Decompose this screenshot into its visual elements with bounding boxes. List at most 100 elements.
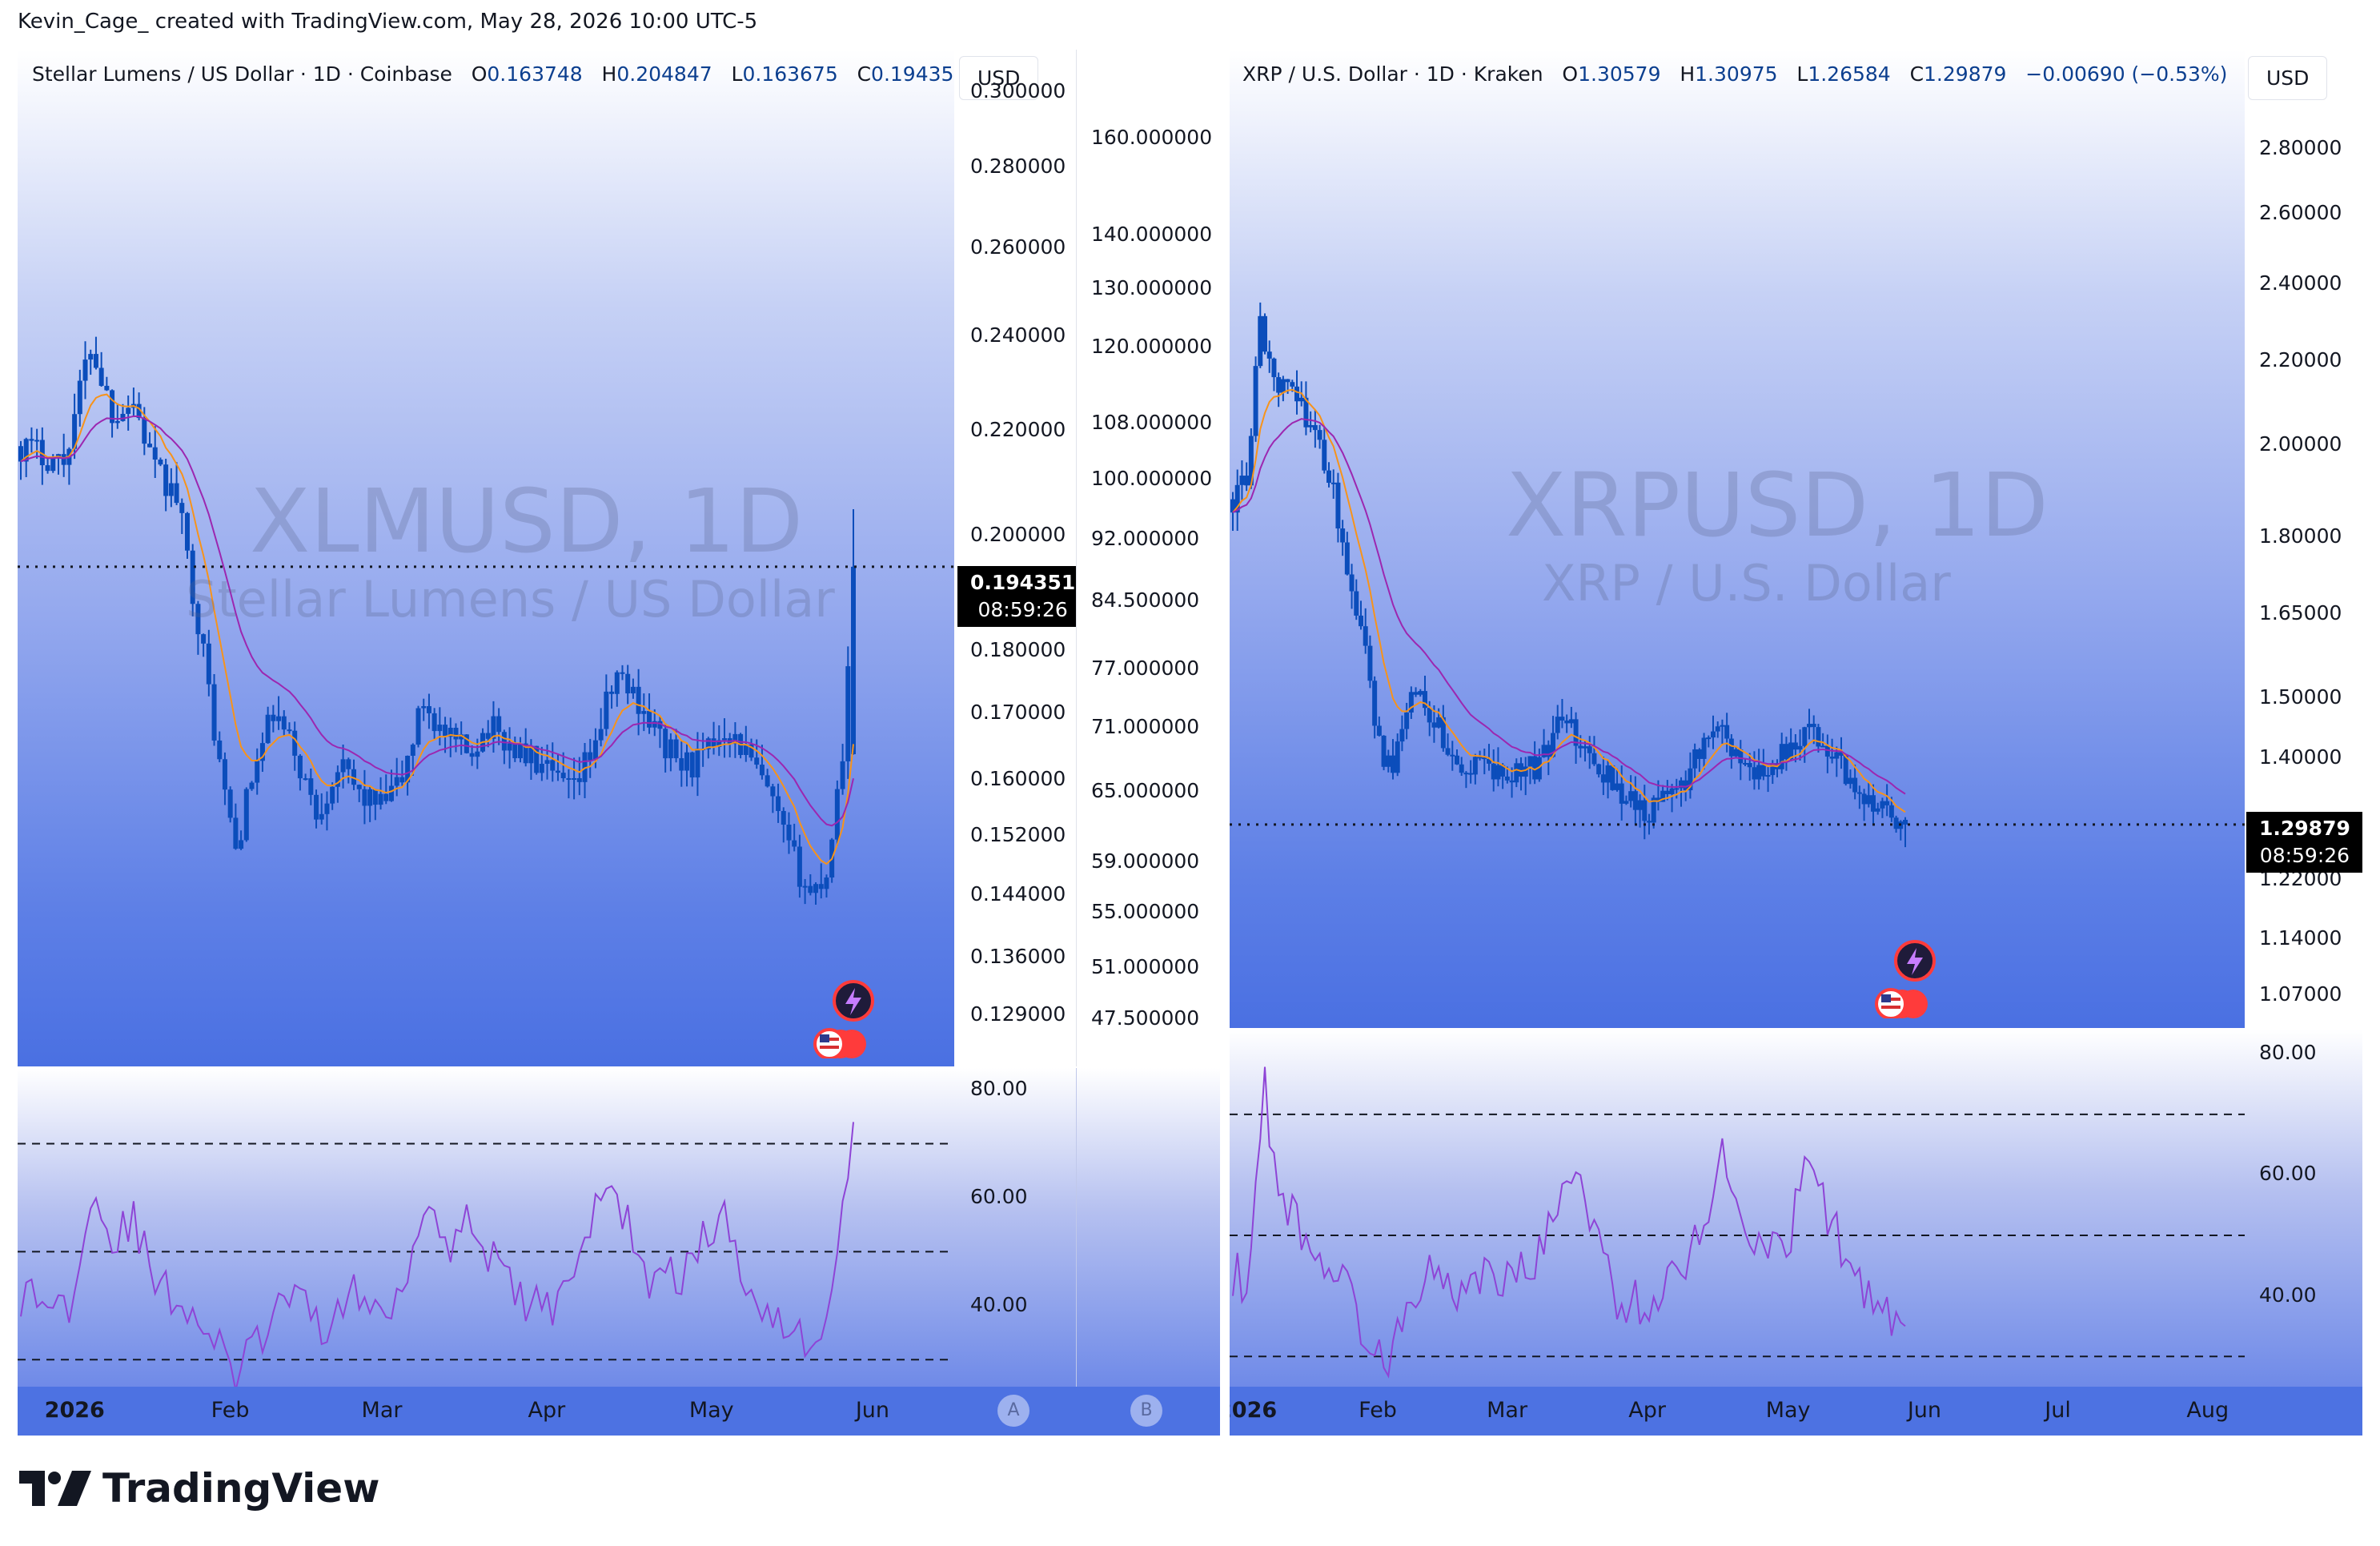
right-last-price-tag: 1.29879 08:59:26: [2246, 812, 2362, 873]
left-price-label-b: 59.000000: [1091, 849, 1200, 873]
left-rsi-plot[interactable]: [18, 1068, 954, 1387]
right-price-label: 2.80000: [2259, 135, 2342, 159]
candle-body: [834, 789, 840, 840]
candle-body: [367, 789, 373, 806]
left-rsi-scale[interactable]: 80.00 60.00 40.00: [954, 1068, 1076, 1387]
left-currency-button[interactable]: USD: [959, 56, 1039, 100]
candle-body: [259, 743, 265, 761]
candle-body: [684, 752, 689, 771]
candle-body: [1271, 358, 1277, 378]
scale-b-button[interactable]: B: [1130, 1395, 1162, 1427]
candle-body: [1619, 783, 1624, 804]
candle-body: [399, 777, 405, 783]
candle-body: [1568, 719, 1574, 724]
candle-body: [1349, 574, 1355, 592]
tradingview-logo[interactable]: TradingView: [19, 1465, 379, 1512]
candle-body: [233, 817, 239, 849]
candle-body: [1253, 366, 1258, 436]
lightning-event-icon[interactable]: [1870, 938, 1958, 1020]
candle-body: [287, 729, 292, 732]
right-legend-change: −0.00690 (−0.53%): [2025, 62, 2228, 86]
candle-body: [448, 728, 453, 737]
tradingview-logo-text: TradingView: [102, 1465, 380, 1512]
right-event-icons[interactable]: [1870, 938, 1958, 1022]
candle-body: [1495, 765, 1501, 780]
left-price-scale-a[interactable]: USD 0.300000 0.280000 0.260000 0.240000 0.22…: [954, 50, 1089, 1066]
candle-body: [314, 794, 319, 820]
left-price-label: 0.152000: [970, 822, 1066, 846]
candle-body: [431, 713, 437, 732]
right-rsi-pane[interactable]: [1230, 1030, 2245, 1387]
candle-body: [1376, 725, 1382, 736]
candle-body: [802, 885, 808, 888]
candle-body: [179, 503, 185, 513]
candle-body: [566, 777, 572, 780]
candle-body: [1504, 776, 1510, 781]
candle-body: [560, 773, 566, 778]
candle-body: [1843, 755, 1848, 785]
right-currency-button[interactable]: USD: [2248, 56, 2328, 100]
candle-body: [110, 390, 115, 424]
candle-body: [1679, 780, 1684, 789]
candle-body: [1656, 797, 1661, 802]
left-price-label: 0.280000: [970, 154, 1066, 178]
candle-body: [292, 730, 298, 756]
right-watermark-symbol: XRPUSD, 1D: [1506, 454, 2049, 556]
right-price-label: 1.40000: [2259, 745, 2342, 769]
candle-body: [1596, 764, 1602, 775]
candle-body: [705, 738, 711, 749]
candle-body: [523, 743, 528, 764]
candle-body: [1477, 757, 1483, 759]
candle-body: [34, 440, 40, 442]
candle-body: [792, 840, 797, 847]
right-time-axis[interactable]: 2026 Feb Mar Apr May Jun Jul Aug: [1230, 1387, 2362, 1436]
right-price-plot[interactable]: [1230, 50, 2245, 1028]
left-time-axis[interactable]: 2026 Feb Mar Apr May Jun A B: [18, 1387, 1220, 1436]
left-rsi-pane[interactable]: [18, 1068, 954, 1387]
candle-body: [1317, 430, 1322, 440]
right-rsi-scale[interactable]: 80.00 60.00 40.00: [2245, 1030, 2362, 1387]
candle-body: [1285, 379, 1290, 383]
left-price-plot[interactable]: [18, 50, 954, 1066]
left-watermark-symbol: XLMUSD, 1D: [250, 470, 804, 572]
left-price-pane[interactable]: XLMUSD, 1D Stellar Lumens / US Dollar St…: [18, 50, 985, 1066]
candle-body: [1824, 745, 1830, 757]
left-legend-low: 0.163675: [742, 62, 838, 86]
right-price-pane[interactable]: XRPUSD, 1D XRP / U.S. Dollar XRP / U.S. …: [1230, 50, 2245, 1028]
candle-body: [1760, 765, 1766, 777]
candle-body: [1423, 691, 1427, 709]
candle-body: [1743, 762, 1748, 765]
candle-body: [1856, 792, 1862, 794]
right-rsi-plot[interactable]: [1230, 1030, 2245, 1387]
candle-body: [1509, 780, 1515, 783]
candle-body: [1440, 717, 1446, 749]
candle-body: [695, 749, 700, 778]
chart-header: Kevin_Cage_ created with TradingView.com…: [18, 10, 758, 34]
candle-body: [356, 785, 362, 789]
candle-body: [394, 777, 399, 786]
candle-body: [126, 408, 131, 414]
candle-body: [1720, 725, 1725, 727]
candle-body: [1386, 755, 1391, 767]
candle-body: [1669, 788, 1675, 794]
right-price-scale[interactable]: USD 2.80000 2.60000 2.40000 2.20000 2.00000 1…: [2245, 50, 2362, 1028]
candle-body: [1359, 615, 1363, 627]
candle-body: [1436, 717, 1442, 728]
left-price-label-b: 71.000000: [1091, 715, 1200, 738]
candle-body: [1514, 763, 1519, 783]
candle-body: [1605, 765, 1611, 783]
candle-body: [1683, 780, 1688, 791]
candle-body: [421, 706, 427, 709]
left-event-icons[interactable]: [809, 978, 897, 1062]
left-price-scale-b[interactable]: 160.000000 140.000000 130.000000 120.000000…: [1076, 50, 1220, 1066]
right-price-label: 1.14000: [2259, 926, 2342, 950]
candle-body: [1555, 717, 1560, 733]
candle-body: [1298, 397, 1304, 402]
candle-body: [415, 708, 421, 745]
candle-body: [1330, 482, 1336, 484]
candle-body: [1880, 801, 1885, 809]
scale-a-button[interactable]: A: [997, 1395, 1029, 1427]
candle-body: [308, 778, 314, 795]
lightning-event-icon[interactable]: [809, 978, 897, 1060]
candle-body: [1459, 764, 1464, 773]
